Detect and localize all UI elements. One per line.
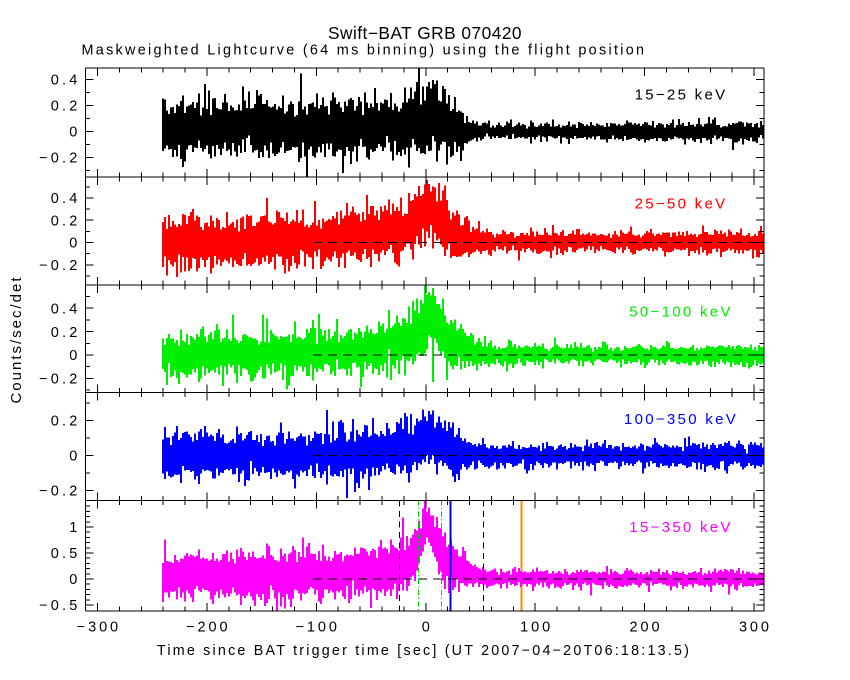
- svg-text:100: 100: [520, 620, 553, 636]
- svg-text:0.2: 0.2: [51, 325, 81, 341]
- svg-text:−0.2: −0.2: [39, 151, 80, 167]
- svg-text:0.2: 0.2: [51, 414, 81, 430]
- svg-text:−0.2: −0.2: [39, 372, 80, 388]
- svg-text:25−50 keV: 25−50 keV: [635, 196, 728, 213]
- svg-text:−0.2: −0.2: [39, 258, 80, 274]
- svg-text:Counts/sec/det: Counts/sec/det: [8, 275, 25, 403]
- svg-text:0: 0: [69, 236, 80, 252]
- svg-text:0: 0: [69, 572, 80, 588]
- svg-text:15−25 keV: 15−25 keV: [635, 87, 728, 104]
- svg-text:0: 0: [69, 449, 80, 465]
- svg-text:0.5: 0.5: [51, 546, 81, 562]
- svg-text:50−100 keV: 50−100 keV: [629, 304, 733, 321]
- svg-text:Time since BAT trigger time [s: Time since BAT trigger time [sec] (UT 20…: [157, 643, 691, 659]
- svg-text:−0.2: −0.2: [39, 484, 80, 500]
- svg-text:0: 0: [69, 125, 80, 141]
- svg-text:200: 200: [630, 620, 663, 636]
- svg-text:0: 0: [422, 620, 433, 636]
- svg-text:100−350 keV: 100−350 keV: [624, 411, 738, 428]
- svg-text:0.2: 0.2: [51, 213, 81, 229]
- svg-text:15−350 keV: 15−350 keV: [629, 519, 733, 536]
- svg-text:0.4: 0.4: [51, 301, 81, 317]
- svg-text:0.4: 0.4: [51, 191, 81, 207]
- svg-text:−200: −200: [186, 620, 230, 636]
- svg-text:Maskweighted Lightcurve (64 ms: Maskweighted Lightcurve (64 ms binning) …: [82, 42, 647, 58]
- svg-text:0.4: 0.4: [51, 73, 81, 89]
- svg-text:0: 0: [69, 348, 80, 364]
- svg-text:300: 300: [739, 620, 772, 636]
- svg-text:−300: −300: [77, 620, 121, 636]
- svg-text:1: 1: [69, 520, 80, 536]
- svg-text:Swift−BAT GRB 070420: Swift−BAT GRB 070420: [328, 23, 522, 43]
- svg-text:−0.5: −0.5: [39, 598, 80, 614]
- svg-text:0.2: 0.2: [51, 99, 81, 115]
- svg-text:−100: −100: [296, 620, 340, 636]
